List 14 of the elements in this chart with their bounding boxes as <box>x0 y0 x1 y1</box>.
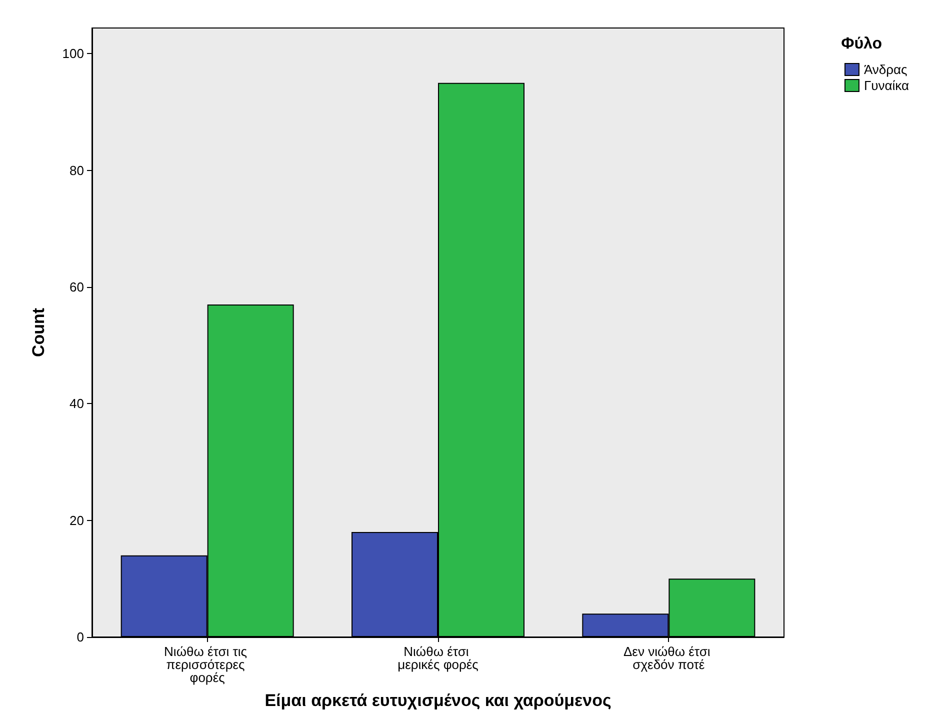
y-tick-label: 20 <box>70 512 84 528</box>
y-tick-label: 40 <box>70 396 84 412</box>
y-tick-label: 80 <box>70 162 84 178</box>
legend-label: Άνδρας <box>864 62 908 77</box>
x-tick-label: Δεν νιώθω έτσι σχεδόν ποτέ <box>623 644 714 672</box>
x-tick-label: Νιώθω έτσι μερικές φορές <box>398 644 478 672</box>
legend-label: Γυναίκα <box>864 78 910 93</box>
x-axis-title: Είμαι αρκετά ευτυχισμένος και χαρούμενος <box>264 691 612 710</box>
legend-title: Φύλο <box>841 36 882 52</box>
y-axis-title: Count <box>29 308 48 358</box>
y-tick-label: 60 <box>70 280 84 294</box>
y-tick-label: 0 <box>76 630 84 644</box>
y-tick-label: 100 <box>62 46 84 62</box>
x-tick-label: Νιώθω έτσι τις περισσότερες φορές <box>164 644 251 685</box>
